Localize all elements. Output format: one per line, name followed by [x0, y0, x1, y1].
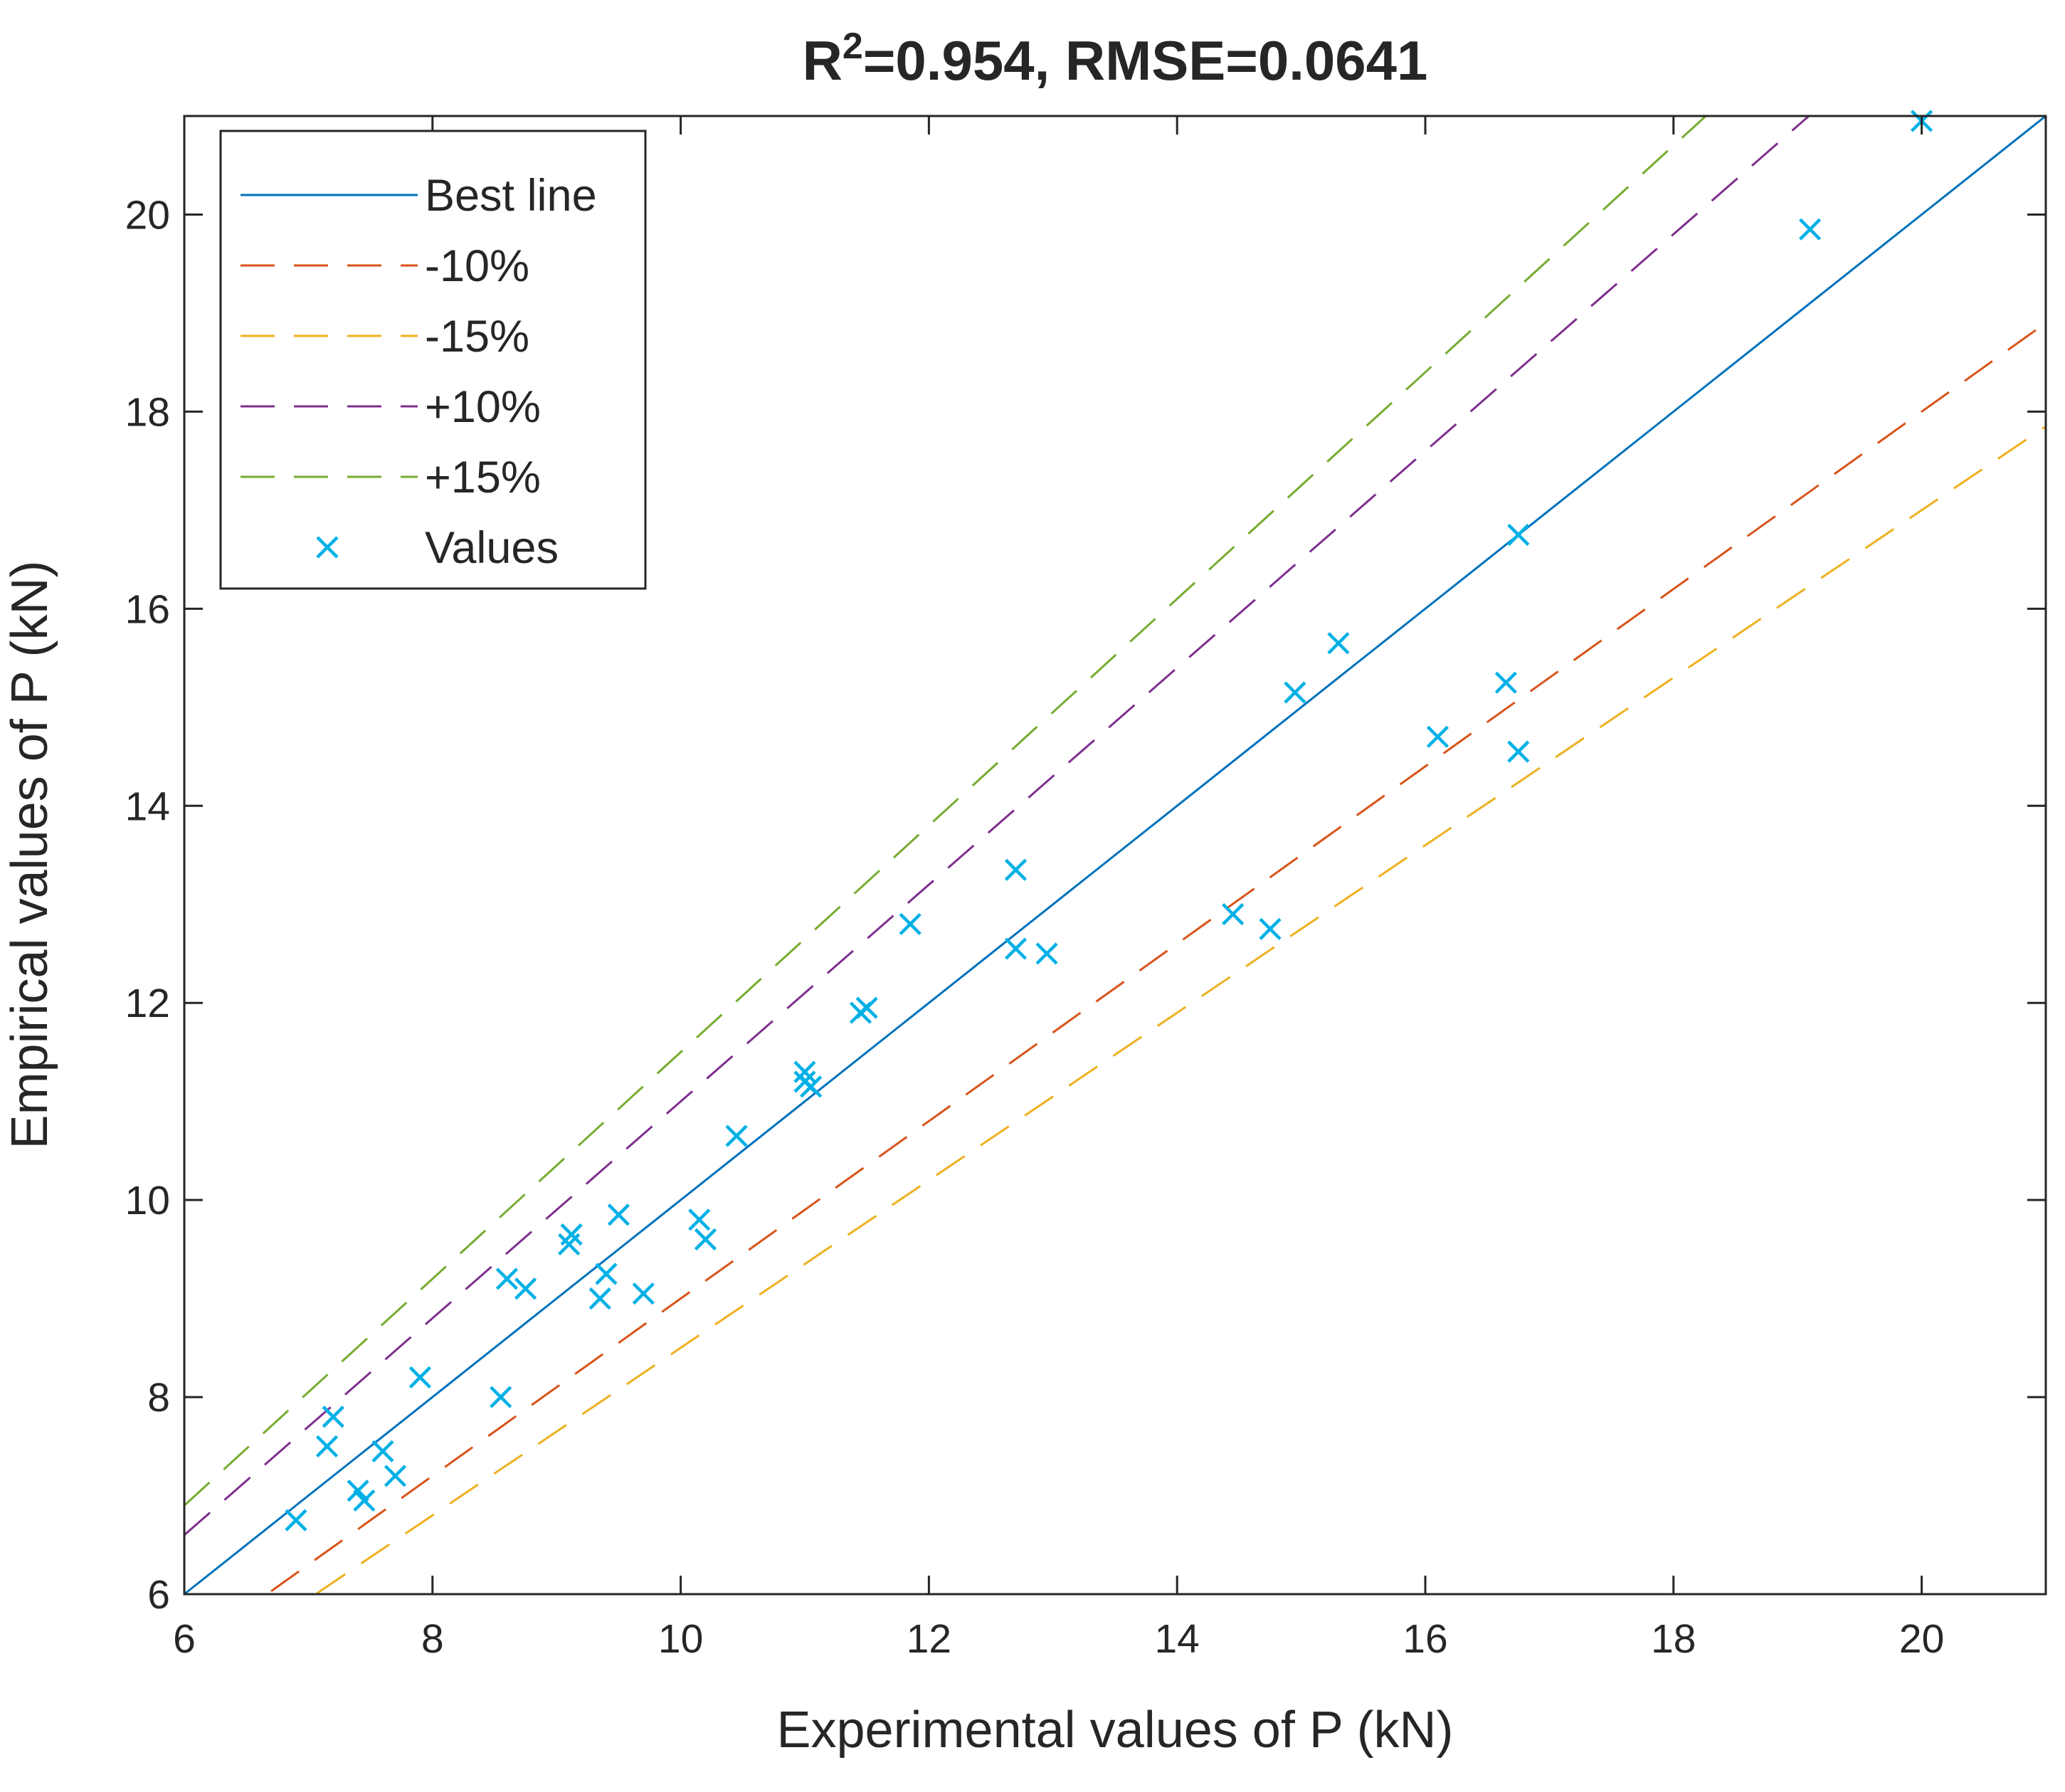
legend-label: +15% — [425, 453, 541, 502]
data-point — [1327, 632, 1350, 655]
data-point — [688, 1208, 711, 1231]
title-rest: =0.954, RMSE=0.0641 — [863, 29, 1428, 92]
data-point — [793, 1060, 816, 1083]
data-points — [285, 110, 1933, 1532]
data-point — [1799, 218, 1822, 241]
legend-label: -10% — [425, 241, 529, 291]
y-tick-label: 16 — [125, 586, 170, 632]
legend-entry: Best line — [241, 171, 597, 221]
legend-entry: +15% — [241, 453, 541, 502]
y-tick-label: 8 — [147, 1375, 170, 1421]
x-tick-label: 8 — [421, 1616, 444, 1662]
legend-entry: -10% — [241, 241, 529, 291]
line-minus10pct — [265, 322, 2046, 1594]
y-tick-label: 20 — [125, 192, 170, 238]
data-point — [1004, 858, 1028, 881]
line-plus10pct — [184, 116, 1811, 1537]
data-point — [285, 1509, 307, 1532]
legend-label: -15% — [425, 312, 529, 362]
data-point — [1507, 740, 1530, 763]
data-point — [725, 1124, 748, 1147]
chart-title: R2=0.954, RMSE=0.0641 — [803, 26, 1428, 92]
data-point — [347, 1480, 369, 1502]
legend-label: +10% — [425, 382, 541, 432]
x-tick-label: 14 — [1154, 1616, 1199, 1662]
line-best-line — [184, 116, 2046, 1594]
data-point — [1222, 902, 1245, 926]
legend-box — [219, 130, 647, 590]
data-point — [607, 1203, 630, 1226]
data-point — [371, 1440, 394, 1462]
legend: Best line -10% -15% +10% +15% Values — [219, 130, 647, 590]
y-tick-label: 14 — [125, 784, 170, 829]
data-point — [1426, 725, 1449, 748]
data-point — [588, 1287, 611, 1310]
legend-label: Best line — [425, 171, 597, 221]
data-point — [490, 1386, 512, 1408]
legend-entry: +10% — [241, 382, 541, 432]
x-tick-label: 20 — [1899, 1616, 1944, 1662]
y-axis-label: Empirical values of P (kN) — [1, 561, 58, 1149]
data-point — [1035, 942, 1058, 965]
line-plus15pct — [184, 116, 1708, 1507]
data-point — [1004, 937, 1028, 960]
data-point — [315, 1435, 339, 1458]
data-point — [1284, 681, 1306, 704]
title-main: R — [803, 29, 843, 92]
x-tick-label: 12 — [907, 1616, 951, 1662]
data-point — [855, 996, 878, 1019]
data-point — [694, 1228, 717, 1251]
data-point — [353, 1489, 376, 1512]
data-point — [1507, 523, 1530, 547]
x-tick-label: 16 — [1403, 1616, 1447, 1662]
x-tick-label: 10 — [658, 1616, 703, 1662]
x-tick-label: 18 — [1651, 1616, 1696, 1662]
legend-entry: Values — [316, 523, 559, 573]
y-tick-label: 18 — [125, 389, 170, 435]
y-tick-label: 10 — [125, 1178, 170, 1223]
legend-marker — [316, 536, 339, 559]
line-minus15pct — [313, 425, 2046, 1594]
reference-lines — [184, 116, 2046, 1594]
data-point — [384, 1465, 407, 1487]
data-point — [595, 1263, 618, 1285]
data-point — [899, 912, 921, 936]
axis-ticks: 6 8 10 12 14 16 18 20 6 8 10 12 14 16 18 20 — [125, 116, 2046, 1662]
data-point — [322, 1406, 344, 1428]
y-tick-label: 6 — [147, 1572, 170, 1618]
plot-frame — [183, 115, 2047, 1596]
data-point — [495, 1267, 519, 1290]
legend-label: Values — [425, 523, 559, 573]
x-axis-label: Experimental values of P (kN) — [776, 1702, 1453, 1759]
data-point — [408, 1366, 431, 1388]
data-point — [1259, 917, 1282, 940]
data-point — [1494, 671, 1517, 694]
data-point — [632, 1282, 655, 1305]
data-point — [560, 1223, 583, 1246]
legend-entry: -15% — [241, 312, 529, 362]
x-tick-label: 6 — [173, 1616, 196, 1662]
title-superscript: 2 — [843, 26, 863, 67]
data-point — [514, 1277, 537, 1300]
y-tick-label: 12 — [125, 981, 170, 1026]
data-point — [800, 1075, 823, 1098]
